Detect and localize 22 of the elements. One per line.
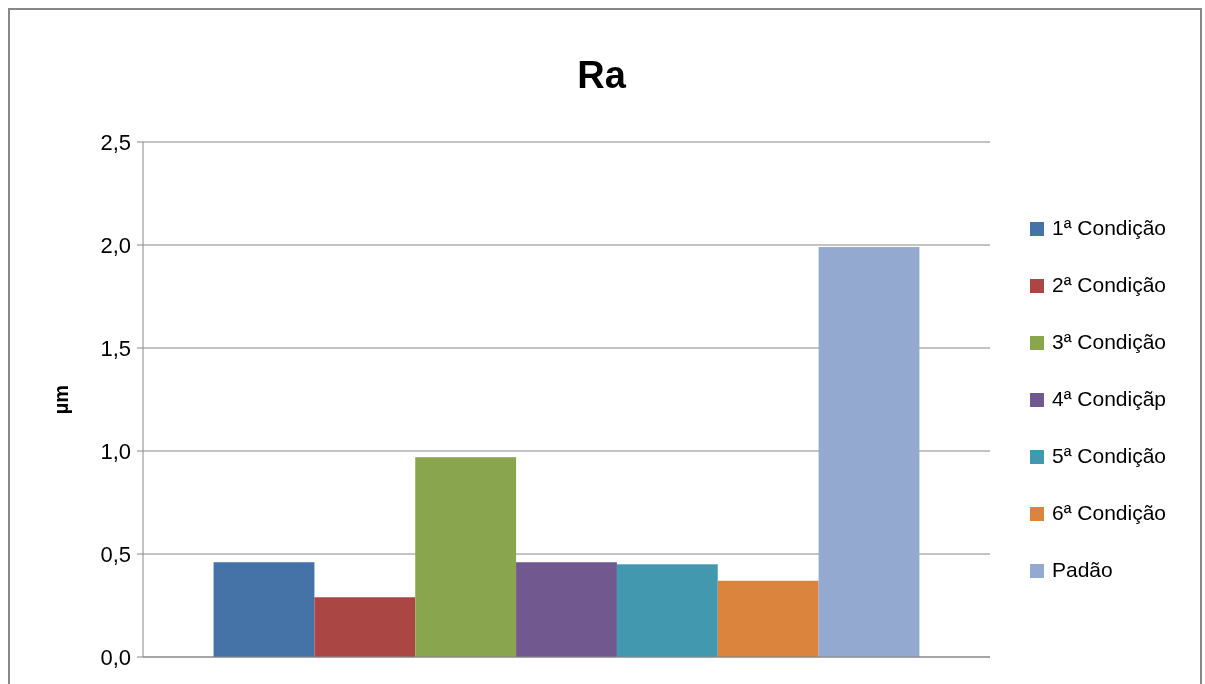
y-tick-label: 0,0	[100, 645, 131, 670]
bar	[213, 562, 315, 657]
bar	[717, 580, 819, 657]
legend-label: 3ª Condição	[1052, 330, 1167, 353]
bar	[415, 457, 517, 657]
y-tick-label: 2,5	[100, 130, 131, 155]
y-tick-label: 2,0	[100, 233, 131, 258]
y-tick-label: 1,5	[100, 336, 131, 361]
legend-label: Padão	[1052, 558, 1113, 581]
y-tick-label: 0,5	[100, 542, 131, 567]
legend-label: 4ª Condiçãp	[1052, 387, 1167, 410]
bar	[516, 562, 617, 657]
bar	[616, 564, 718, 657]
legend-label: 1ª Condição	[1052, 216, 1167, 239]
chart-title: Ra	[577, 54, 627, 96]
y-axis-title: µm	[50, 384, 72, 415]
bar	[314, 597, 416, 657]
legend-label: 6ª Condição	[1052, 501, 1167, 524]
legend-label: 5ª Condição	[1052, 444, 1167, 467]
legend-label: 2ª Condição	[1052, 273, 1167, 296]
bar	[818, 247, 920, 657]
y-tick-label: 1,0	[100, 439, 131, 464]
